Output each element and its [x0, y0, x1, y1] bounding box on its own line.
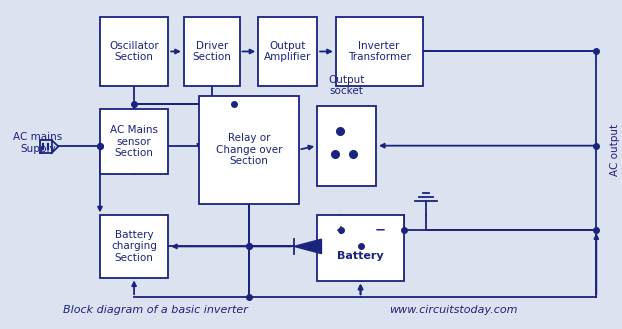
- Bar: [258, 17, 317, 86]
- Text: AC output: AC output: [610, 124, 620, 176]
- Bar: [336, 17, 422, 86]
- Bar: [100, 17, 168, 86]
- Text: Battery
charging
Section: Battery charging Section: [111, 230, 157, 263]
- Polygon shape: [294, 239, 322, 254]
- Bar: [317, 106, 376, 186]
- Bar: [100, 215, 168, 278]
- Text: Battery: Battery: [337, 251, 384, 261]
- Bar: [100, 109, 168, 174]
- Bar: [183, 17, 239, 86]
- Text: Driver
Section: Driver Section: [192, 41, 231, 62]
- Text: AC Mains
sensor
Section: AC Mains sensor Section: [110, 125, 158, 158]
- Bar: [317, 215, 404, 281]
- Text: Block diagram of a basic inverter: Block diagram of a basic inverter: [63, 305, 248, 315]
- Text: Relay or
Change over
Section: Relay or Change over Section: [216, 133, 282, 166]
- Text: −: −: [375, 224, 386, 237]
- Text: +: +: [336, 224, 345, 237]
- Text: Oscillator
Section: Oscillator Section: [109, 41, 159, 62]
- Text: Output
socket: Output socket: [328, 75, 364, 96]
- Text: Inverter
Transformer: Inverter Transformer: [348, 41, 411, 62]
- Text: Output
Amplifier: Output Amplifier: [264, 41, 312, 62]
- Bar: [199, 96, 299, 204]
- Text: AC mains
Supply: AC mains Supply: [13, 132, 62, 154]
- Text: www.circuitstoday.com: www.circuitstoday.com: [389, 305, 518, 315]
